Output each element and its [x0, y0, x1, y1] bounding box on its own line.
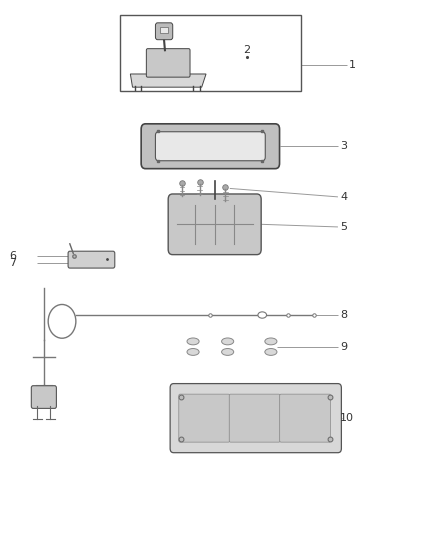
Ellipse shape [187, 349, 199, 356]
Text: 9: 9 [340, 342, 347, 352]
FancyBboxPatch shape [155, 132, 265, 161]
Ellipse shape [265, 338, 277, 345]
Bar [120, 15, 301, 91]
Text: 2: 2 [244, 45, 251, 55]
Bar [160, 27, 168, 34]
Polygon shape [131, 74, 206, 87]
Circle shape [48, 304, 76, 338]
Text: 5: 5 [340, 222, 347, 232]
FancyBboxPatch shape [155, 23, 173, 39]
Text: 1: 1 [349, 60, 356, 70]
Ellipse shape [258, 312, 267, 318]
FancyBboxPatch shape [179, 394, 230, 442]
Ellipse shape [265, 349, 277, 356]
Text: 8: 8 [340, 310, 347, 320]
FancyBboxPatch shape [141, 124, 279, 168]
Text: 3: 3 [340, 141, 347, 151]
Ellipse shape [222, 338, 234, 345]
FancyBboxPatch shape [146, 49, 190, 77]
Text: 7: 7 [9, 258, 16, 268]
FancyBboxPatch shape [229, 394, 280, 442]
FancyBboxPatch shape [280, 394, 331, 442]
FancyBboxPatch shape [168, 194, 261, 255]
Text: 6: 6 [9, 252, 16, 262]
Ellipse shape [187, 338, 199, 345]
FancyBboxPatch shape [170, 384, 341, 453]
Ellipse shape [222, 349, 234, 356]
Text: 4: 4 [340, 192, 347, 202]
FancyBboxPatch shape [68, 251, 115, 268]
FancyBboxPatch shape [32, 386, 57, 408]
Text: 10: 10 [340, 413, 354, 423]
